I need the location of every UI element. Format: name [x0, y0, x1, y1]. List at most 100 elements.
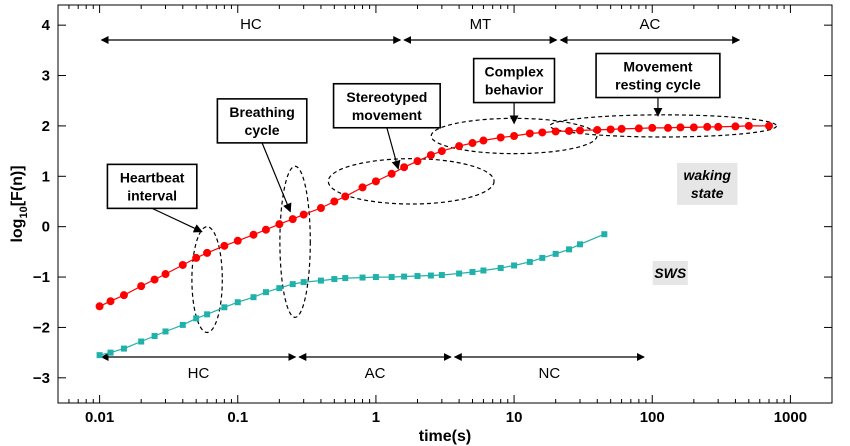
bottom-region-label: NC [539, 365, 561, 382]
data-point [400, 163, 409, 172]
data-point [617, 124, 626, 133]
data-point [276, 285, 283, 292]
callout-text: movement [352, 107, 422, 123]
callout-text: Stereotyped [346, 89, 427, 105]
data-point [106, 297, 115, 306]
y-tick-label: 3 [42, 68, 50, 85]
x-tick-label: 0.1 [227, 409, 248, 426]
series-label-text: waking [683, 167, 731, 183]
y-tick-label: −3 [33, 370, 50, 387]
data-point [317, 277, 324, 284]
data-point [150, 275, 159, 284]
series-line [99, 233, 605, 356]
data-point [250, 294, 257, 301]
data-point [552, 250, 559, 257]
data-point [342, 275, 349, 282]
data-point [289, 281, 296, 288]
data-point [566, 246, 573, 253]
callout-text: Movement [623, 59, 693, 75]
data-point [119, 291, 128, 300]
data-point [316, 204, 325, 213]
y-tick-label: 0 [42, 219, 50, 236]
data-point [539, 254, 546, 261]
top-region-label: HC [240, 16, 262, 33]
data-point [388, 274, 395, 281]
data-point [538, 128, 547, 137]
data-point [120, 345, 127, 352]
data-point [193, 315, 200, 322]
data-point [510, 131, 519, 140]
region-annotations: HC MT AC HC AC NC [100, 16, 741, 382]
callout-box [472, 57, 556, 104]
data-point [634, 124, 643, 133]
data-point [577, 241, 584, 248]
data-point [601, 231, 608, 238]
data-point [203, 248, 212, 257]
x-tick-label: 1000 [774, 409, 807, 426]
data-point [330, 197, 339, 206]
callout-text: Heartbeat [120, 169, 185, 185]
x-tick-label: 0.01 [85, 409, 114, 426]
series-label-box [652, 261, 688, 286]
data-point [299, 210, 308, 219]
data-point [372, 274, 379, 281]
data-point [565, 126, 574, 135]
callout-text: resting cycle [615, 77, 701, 93]
data-point [551, 127, 560, 136]
series-label-box [677, 162, 738, 205]
plot-frame [57, 4, 833, 404]
data-point [414, 273, 421, 280]
data-point [288, 215, 297, 224]
data-point [96, 352, 103, 359]
highlight-ellipse [549, 114, 778, 138]
data-point [511, 262, 518, 269]
bottom-region-label: HC [188, 365, 210, 382]
data-point [437, 147, 446, 156]
callout-arrow [386, 127, 401, 170]
series-label-text: state [691, 185, 724, 201]
data-point [497, 264, 504, 271]
series-labels: waking state SWS [652, 162, 738, 286]
callout-text: behavior [485, 82, 544, 98]
data-point [151, 332, 158, 339]
data-point [593, 125, 602, 134]
data-point [137, 282, 146, 291]
data-point [95, 302, 104, 311]
callout-annotations: Heartbeat interval Breathing cycle Stereotyp… [106, 52, 721, 233]
y-axis-label: log10[F(n)] [9, 165, 30, 242]
data-point [576, 126, 585, 135]
data-point [676, 123, 685, 132]
data-point [438, 272, 445, 279]
data-point [427, 272, 434, 279]
data-point [689, 123, 698, 132]
callout-text: Complex [485, 64, 544, 80]
y-tick-label: 2 [42, 118, 50, 135]
x-tick-label: 10 [506, 409, 523, 426]
data-point [401, 273, 408, 280]
data-point [413, 157, 422, 166]
callout-arrow [151, 207, 203, 233]
data-point [371, 177, 380, 186]
callout-box [216, 98, 308, 144]
y-tick-label: −2 [33, 319, 50, 336]
highlight-ellipse [327, 158, 495, 205]
highlight-ellipse [191, 226, 223, 334]
x-tick-label: 1 [372, 409, 380, 426]
bottom-region-label: AC [365, 365, 386, 382]
data-point [261, 225, 270, 234]
callout-text: cycle [245, 122, 280, 138]
data-point [468, 139, 477, 148]
data-point [525, 129, 534, 138]
data-point [220, 241, 229, 250]
data-point [426, 151, 435, 160]
data-point [648, 123, 657, 132]
data-point [387, 169, 396, 178]
data-point [331, 276, 338, 283]
data-point [341, 192, 350, 201]
data-point [358, 183, 367, 192]
top-region-label: MT [470, 16, 492, 33]
data-point [359, 274, 366, 281]
data-point [138, 338, 145, 345]
data-point [480, 267, 487, 274]
